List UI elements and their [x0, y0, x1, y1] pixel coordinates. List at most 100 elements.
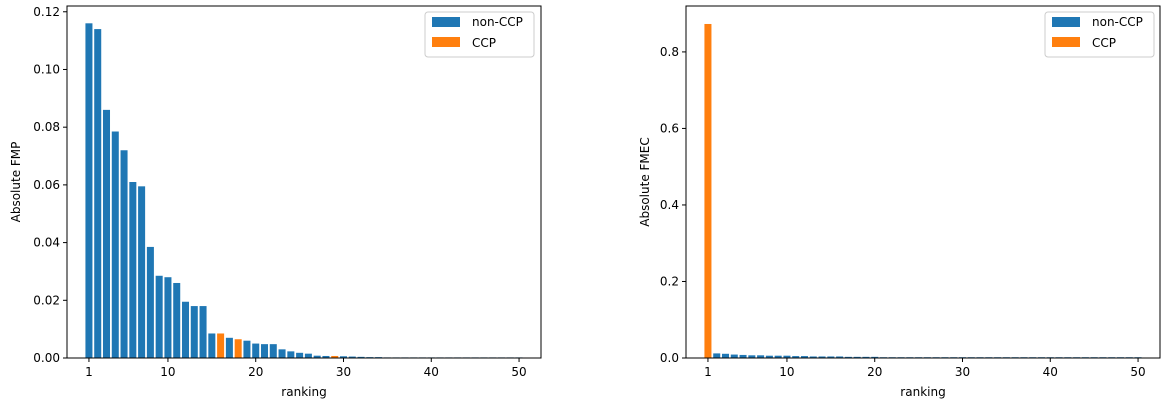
bar-non-ccp-7	[757, 355, 765, 358]
legend-label-non-ccp: non-CCP	[472, 15, 523, 29]
bar-non-ccp-17	[844, 356, 852, 358]
bar-non-ccp-4	[730, 354, 738, 358]
legend-swatch-non-ccp	[1052, 17, 1080, 27]
bar-non-ccp-14	[818, 356, 826, 358]
x-ticks: 1 10 20 30 40 50	[85, 358, 527, 379]
bar-non-ccp-19	[862, 356, 870, 358]
bar-non-ccp-4	[111, 131, 119, 358]
x-tick-label: 30	[336, 365, 351, 379]
chart-fmec: 1 10 20 30 40 50 0.0 0.2 0.4 0.6 0.8 ranking Abso…	[638, 5, 1161, 399]
bar-non-ccp-20	[871, 356, 879, 358]
chart-fmp: 1 10 20 30 40 50 0.00 0.02 0.04 0.06 0.08 0.10 0.12…	[9, 5, 542, 399]
bar-ccp-18	[234, 339, 242, 358]
x-tick-label: 1	[704, 365, 712, 379]
bar-non-ccp-19	[243, 340, 251, 358]
bar-non-ccp-16	[836, 356, 844, 358]
y-axis-label: Absolute FMEC	[638, 137, 652, 226]
bar-non-ccp-9	[155, 275, 163, 358]
y-tick-label: 0.02	[33, 293, 60, 307]
x-tick-label: 30	[955, 365, 970, 379]
y-tick-label: 0.12	[33, 5, 60, 19]
bar-ccp-1	[704, 23, 712, 358]
legend-label-ccp: CCP	[1092, 36, 1116, 50]
y-tick-label: 0.6	[660, 121, 679, 135]
bar-non-ccp-22	[269, 344, 277, 358]
y-tick-label: 0.00	[33, 351, 60, 365]
bar-non-ccp-31	[348, 356, 356, 358]
y-tick-label: 0.04	[33, 236, 60, 250]
y-tick-label: 0.0	[660, 351, 679, 365]
x-tick-label: 10	[160, 365, 175, 379]
bar-non-ccp-17	[225, 337, 233, 358]
bar-non-ccp-12	[181, 301, 190, 358]
bar-non-ccp-15	[827, 356, 835, 358]
bar-non-ccp-26	[304, 353, 312, 358]
y-tick-label: 0.06	[33, 178, 60, 192]
y-tick-label: 0.08	[33, 120, 60, 134]
bar-ccp-29	[331, 355, 339, 358]
bar-non-ccp-8	[765, 355, 773, 358]
legend: non-CCP CCP	[424, 11, 535, 58]
x-tick-label: 1	[85, 365, 93, 379]
x-tick-label: 40	[1043, 365, 1058, 379]
y-ticks: 0.0 0.2 0.4 0.6 0.8	[660, 45, 686, 365]
x-tick-label: 40	[424, 365, 439, 379]
bar-ccp-16	[217, 333, 225, 358]
y-tick-label: 0.8	[660, 45, 679, 59]
bar-non-ccp-27	[313, 355, 321, 358]
bar-non-ccp-24	[287, 351, 295, 358]
y-tick-label: 0.10	[33, 62, 60, 76]
x-tick-label: 20	[867, 365, 882, 379]
bar-non-ccp-9	[774, 355, 782, 358]
bar-non-ccp-18	[853, 356, 861, 358]
bar-non-ccp-5	[739, 354, 747, 358]
bar-non-ccp-10	[164, 277, 172, 358]
bar-non-ccp-8	[146, 246, 154, 358]
bar-non-ccp-2	[713, 353, 721, 358]
bar-non-ccp-13	[809, 356, 817, 358]
y-axis-label: Absolute FMP	[9, 142, 23, 223]
bar-non-ccp-20	[252, 343, 260, 358]
legend-label-ccp: CCP	[472, 36, 496, 50]
bar-non-ccp-13	[190, 306, 198, 358]
x-axis-label: ranking	[900, 385, 945, 399]
bar-non-ccp-6	[748, 355, 756, 358]
bar-non-ccp-7	[138, 186, 146, 358]
bar-non-ccp-30	[339, 356, 348, 358]
legend: non-CCP CCP	[1044, 11, 1155, 58]
bar-non-ccp-32	[357, 356, 365, 358]
bar-non-ccp-11	[792, 356, 800, 358]
bars-fmp	[85, 23, 523, 359]
axes-frame	[685, 5, 1161, 359]
bar-non-ccp-28	[322, 355, 330, 358]
bar-non-ccp-5	[120, 150, 128, 358]
legend-swatch-ccp	[432, 37, 460, 47]
bar-non-ccp-15	[208, 333, 216, 358]
bar-non-ccp-1	[85, 23, 93, 359]
bar-non-ccp-3	[102, 109, 111, 359]
y-ticks: 0.00 0.02 0.04 0.06 0.08 0.10 0.12	[33, 5, 67, 365]
bar-non-ccp-21	[260, 344, 269, 358]
bar-non-ccp-6	[129, 182, 137, 358]
bar-non-ccp-11	[173, 282, 181, 358]
x-ticks: 1 10 20 30 40 50	[704, 358, 1146, 379]
bar-non-ccp-3	[721, 353, 730, 358]
legend-swatch-ccp	[1052, 37, 1080, 47]
x-axis-label: ranking	[281, 385, 326, 399]
bar-non-ccp-12	[800, 356, 809, 358]
x-tick-label: 50	[1130, 365, 1145, 379]
y-tick-label: 0.4	[660, 198, 679, 212]
x-tick-label: 10	[779, 365, 794, 379]
bar-non-ccp-10	[783, 355, 791, 358]
legend-label-non-ccp: non-CCP	[1092, 15, 1143, 29]
bars-fmec	[704, 23, 1142, 358]
bar-non-ccp-23	[278, 349, 286, 358]
bar-non-ccp-2	[94, 29, 102, 359]
bar-non-ccp-25	[296, 352, 304, 358]
legend-swatch-non-ccp	[432, 17, 460, 27]
axes-frame	[66, 5, 542, 359]
x-tick-label: 20	[248, 365, 263, 379]
y-tick-label: 0.2	[660, 274, 679, 288]
x-tick-label: 50	[511, 365, 526, 379]
